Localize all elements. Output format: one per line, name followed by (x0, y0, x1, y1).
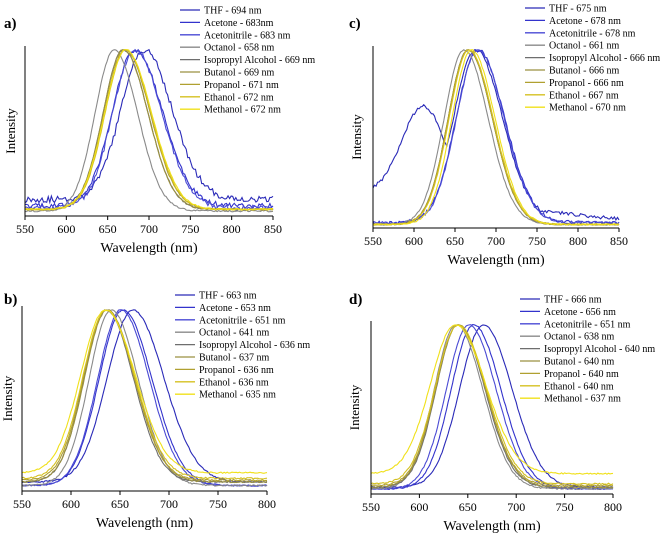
x-tick-label: 650 (446, 234, 464, 248)
legend-entry: Acetone - 678 nm (549, 16, 621, 27)
panel-label: b) (4, 292, 17, 308)
legend-entry: Acetonitrile - 683 nm (204, 30, 291, 41)
series-line (370, 324, 614, 486)
legend-entry: Propanol - 666 nm (549, 78, 624, 89)
legend-entry: Acetonitrile - 651 nm (199, 315, 286, 326)
series-line (370, 324, 614, 475)
chart-panel-1: a) 550 600 650 700 750 800 850 Wavelength (nm) In… (3, 6, 315, 257)
x-tick-label: 650 (111, 497, 129, 511)
x-tick-label: 750 (528, 234, 546, 248)
x-tick-label: 550 (362, 500, 380, 514)
chart-panel-2: b) 550 600 650 700 750 800 Wavelength (nm) Inten… (0, 291, 310, 532)
y-axis-title: Intensity (349, 114, 364, 160)
x-tick-label: 750 (556, 500, 574, 514)
legend-entry: Ethanol - 640 nm (544, 381, 614, 392)
legend-entry: Octanol - 661 nm (549, 41, 619, 52)
legend-entry: Acetonitrile - 651 nm (544, 319, 631, 330)
legend-entry: Isopropyl Alcohol - 666 nm (549, 53, 660, 64)
x-tick-label: 800 (604, 500, 622, 514)
x-axis-title: Wavelength (nm) (96, 516, 194, 531)
legend-entry: Butanol - 637 nm (199, 353, 269, 364)
x-tick-label: 650 (459, 500, 477, 514)
x-tick-label: 750 (181, 222, 199, 236)
legend-entry: THF - 694 nm (204, 6, 262, 17)
legend-entry: Propanol - 640 nm (544, 369, 619, 380)
y-axis-title: Intensity (3, 108, 18, 154)
x-axis-title: Wavelength (nm) (447, 253, 545, 268)
series-line (24, 49, 274, 211)
legend-entry: Propanol - 671 nm (204, 80, 279, 91)
x-tick-label: 550 (16, 222, 34, 236)
chart-panel-4: d) 550 600 650 700 750 800 Wavelength (nm) Inten… (347, 292, 655, 534)
chart-panel-3: c) 550 600 650 700 750 800 850 Wavelength (nm) In… (349, 4, 660, 269)
x-tick-label: 700 (507, 500, 525, 514)
panel-label: c) (349, 16, 361, 32)
legend-entry: Acetone - 656 nm (544, 307, 616, 318)
legend-entry: Methanol - 672 nm (204, 105, 281, 116)
x-tick-label: 650 (99, 222, 117, 236)
panel-label: a) (4, 16, 17, 32)
x-axis-title: Wavelength (nm) (443, 519, 541, 534)
x-tick-label: 600 (62, 497, 80, 511)
y-axis-title: Intensity (347, 384, 362, 430)
x-tick-label: 700 (160, 497, 178, 511)
legend-entry: Acetone - 653 nm (199, 303, 271, 314)
x-axis-title: Wavelength (nm) (100, 241, 198, 256)
series-line (21, 309, 268, 484)
legend-entry: Ethanol - 636 nm (199, 377, 269, 388)
x-tick-label: 700 (487, 234, 505, 248)
x-tick-label: 800 (569, 234, 587, 248)
x-tick-label: 600 (410, 500, 428, 514)
legend-entry: Octanol - 641 nm (199, 328, 269, 339)
x-tick-label: 800 (258, 497, 276, 511)
x-tick-label: 550 (13, 497, 31, 511)
x-tick-label: 850 (264, 222, 282, 236)
series-line (372, 49, 620, 226)
x-tick-label: 600 (405, 234, 423, 248)
legend-entry: Isopropyl Alcohol - 669 nm (204, 55, 315, 66)
series-line (372, 49, 620, 221)
x-tick-label: 800 (223, 222, 241, 236)
legend-entry: Ethanol - 672 nm (204, 92, 274, 103)
legend-entry: Octanol - 638 nm (544, 332, 614, 343)
legend-entry: Methanol - 637 nm (544, 394, 621, 405)
legend-entry: THF - 663 nm (199, 291, 257, 302)
legend-entry: Isopropyl Alcohol - 640 nm (544, 344, 655, 355)
series-line (24, 49, 274, 213)
series-line (21, 309, 268, 475)
series-line (370, 324, 614, 487)
x-tick-label: 750 (209, 497, 227, 511)
legend-entry: Butanol - 640 nm (544, 357, 614, 368)
x-tick-label: 700 (140, 222, 158, 236)
legend-entry: Isopropyl Alcohol - 636 nm (199, 340, 310, 351)
legend-entry: Butanol - 666 nm (549, 66, 619, 77)
legend-entry: Propanol - 636 nm (199, 365, 274, 376)
legend-entry: Methanol - 635 nm (199, 390, 276, 401)
series-line (24, 48, 274, 205)
legend-entry: Methanol - 670 nm (549, 103, 626, 114)
y-axis-title: Intensity (0, 375, 15, 421)
legend-entry: Acetonitrile - 678 nm (549, 28, 636, 39)
series-line (21, 309, 268, 480)
panel-label: d) (349, 292, 362, 308)
x-tick-label: 850 (610, 234, 628, 248)
x-tick-label: 600 (57, 222, 75, 236)
legend-entry: THF - 675 nm (549, 4, 607, 15)
legend-entry: Butanol - 669 nm (204, 68, 274, 79)
series-line (372, 49, 620, 226)
series-line (370, 324, 614, 489)
legend-entry: Ethanol - 667 nm (549, 90, 619, 101)
legend-entry: Octanol - 658 nm (204, 43, 274, 54)
x-tick-label: 550 (364, 234, 382, 248)
legend-entry: Acetone - 683nm (204, 18, 274, 29)
series-line (21, 309, 268, 482)
legend-entry: THF - 666 nm (544, 295, 602, 306)
